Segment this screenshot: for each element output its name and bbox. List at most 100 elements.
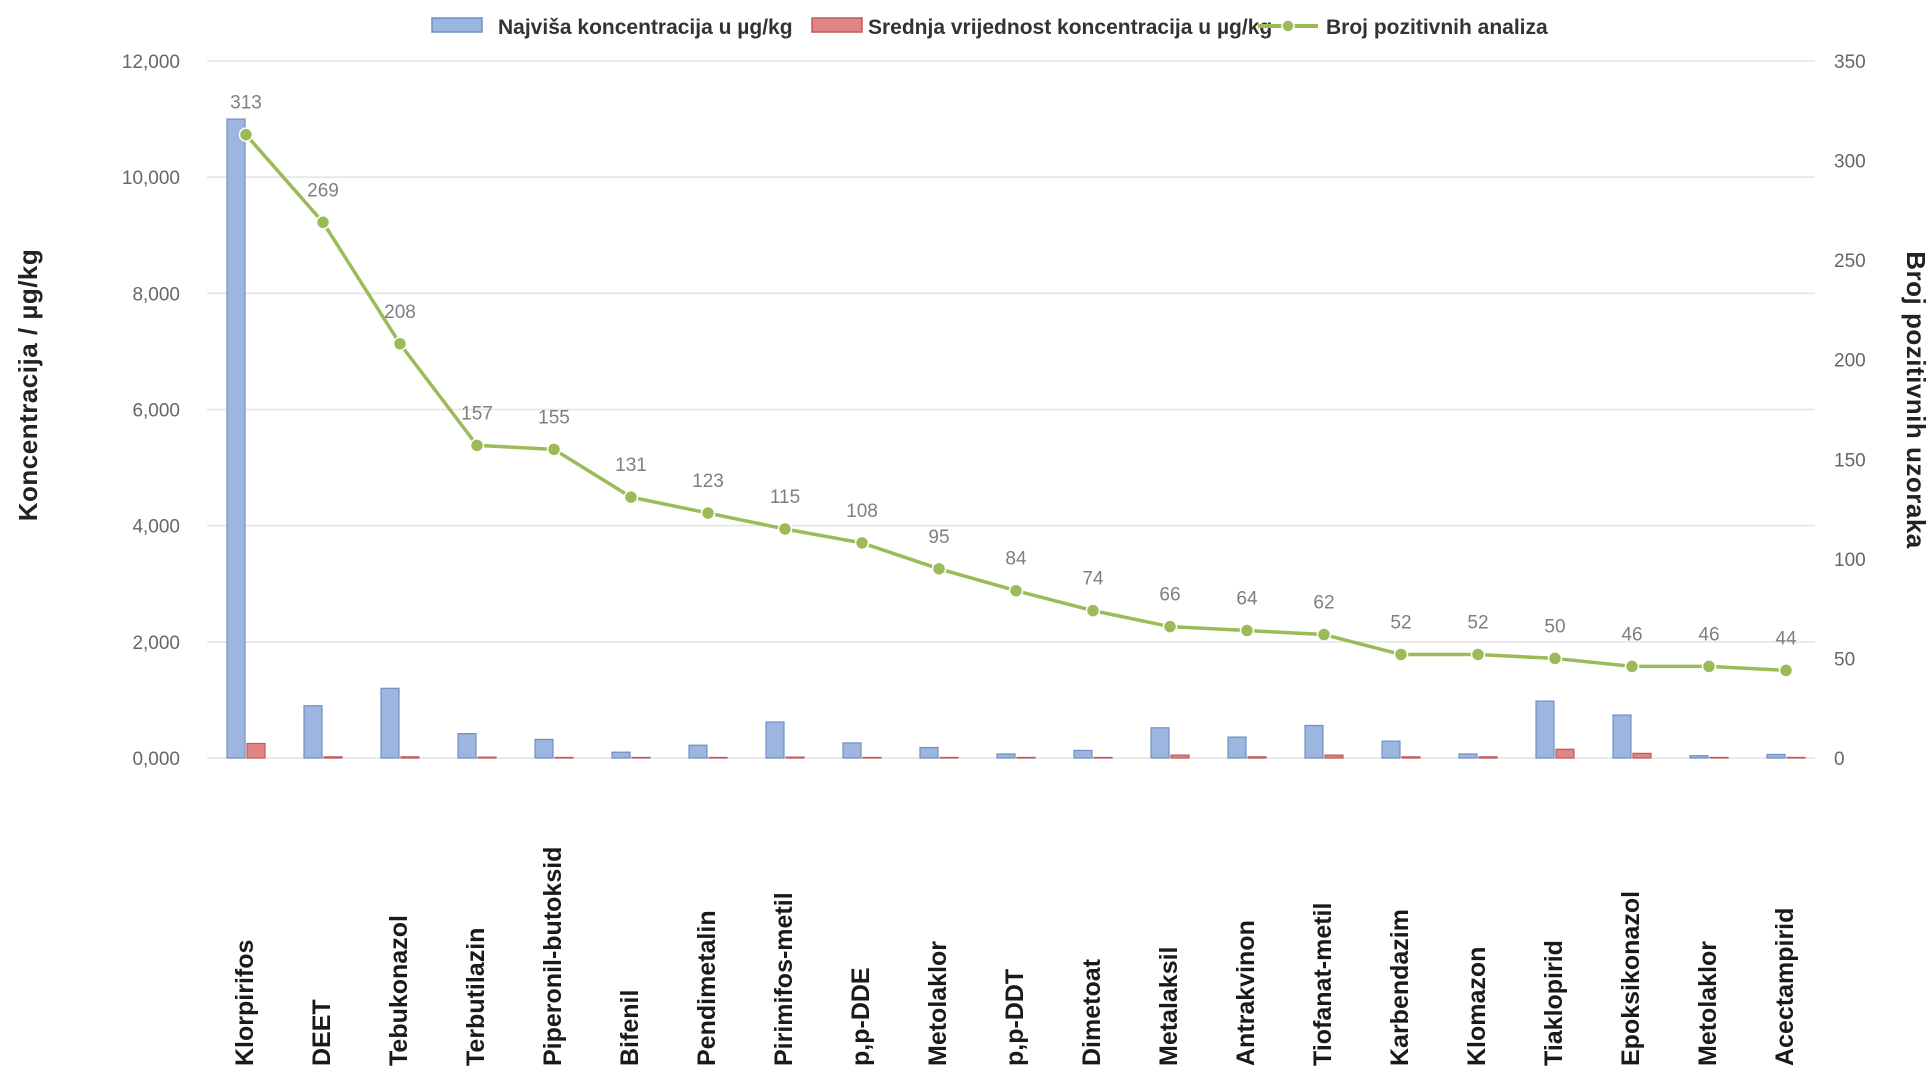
bars (226, 118, 1806, 759)
legend-swatch-mean (811, 17, 863, 33)
data-label: 52 (1467, 612, 1488, 633)
data-label: 269 (307, 180, 339, 201)
data-label: 46 (1698, 624, 1719, 645)
bar-mean (1555, 748, 1575, 759)
y2-tick-label: 100 (1834, 550, 1866, 571)
bar-mean (1786, 756, 1806, 759)
data-labels: 313 269 208 157 155 131 123 115 108 95 84 74 66 64 62 5… (230, 93, 1797, 650)
line-point (1239, 623, 1255, 638)
axes: 0,000 2,000 4,000 6,000 8,000 10,000 12,000 0 50… (122, 52, 1866, 1066)
bar-mean (323, 756, 343, 759)
x-tick-label: Metolaklor (924, 941, 952, 1066)
bar-mean (785, 756, 805, 759)
bar-max (1150, 727, 1170, 759)
y-tick-label: 4,000 (132, 517, 180, 538)
bar-max (611, 751, 631, 759)
bar-max (1766, 753, 1786, 759)
line-point (1393, 647, 1409, 662)
line-point (315, 215, 331, 230)
y2-tick-label: 250 (1834, 251, 1866, 272)
bar-max (919, 746, 939, 759)
data-label: 84 (1005, 549, 1027, 570)
data-label: 157 (461, 403, 493, 424)
bar-mean (1324, 754, 1344, 759)
line-point (238, 127, 254, 142)
bar-mean (1632, 752, 1652, 759)
x-tick-label: Piperonil-butoksid (539, 847, 567, 1066)
x-tick-label: p,p-DDE (847, 967, 875, 1066)
line-point (854, 535, 870, 551)
x-tick-label: Antrakvinon (1232, 920, 1260, 1066)
data-label: 50 (1544, 616, 1565, 637)
bar-mean (554, 756, 574, 759)
data-label: 155 (538, 407, 570, 428)
bar-mean (1016, 756, 1036, 759)
data-label: 46 (1621, 624, 1642, 645)
bar-max (226, 118, 246, 759)
bar-max (1612, 714, 1632, 759)
bar-max (1458, 753, 1478, 759)
line-point (623, 489, 639, 505)
line-point (700, 505, 716, 521)
y2-tick-label: 200 (1834, 351, 1866, 372)
x-tick-label: Terbutilazin (462, 928, 490, 1066)
line-series (238, 127, 1794, 678)
line-point (392, 336, 408, 352)
gridlines (207, 60, 1815, 759)
bar-max (534, 738, 554, 759)
legend: Najviša koncentracija u µg/kg Srednja vr… (431, 16, 1548, 39)
line-point (1085, 603, 1101, 618)
bar-mean (708, 756, 728, 759)
line-point (1008, 583, 1024, 598)
line-point (469, 438, 485, 453)
bar-mean (1401, 756, 1421, 759)
x-tick-label: Klorpirifos (231, 940, 259, 1066)
bar-max (1227, 736, 1247, 759)
data-label: 64 (1236, 589, 1258, 610)
data-label: 131 (615, 455, 647, 476)
line-point (931, 561, 947, 577)
y-tick-label: 0,000 (132, 749, 180, 770)
legend-label-mean: Srednja vrijednost koncentracija u µg/kg (868, 16, 1272, 39)
x-tick-label: Tebukonazol (385, 915, 413, 1066)
line-point (1162, 619, 1178, 634)
bar-mean (1709, 756, 1729, 759)
data-label: 66 (1159, 585, 1180, 606)
bar-max (1535, 700, 1555, 759)
bar-max (303, 705, 323, 759)
y2-tick-label: 350 (1834, 52, 1866, 73)
bar-max (457, 733, 477, 759)
bar-max (1304, 724, 1324, 759)
data-label: 95 (928, 527, 949, 548)
x-tick-label: Klomazon (1463, 947, 1491, 1066)
data-label: 313 (230, 93, 262, 114)
line-point (1316, 627, 1332, 642)
bar-mean (400, 756, 420, 759)
bar-max (1381, 740, 1401, 759)
x-tick-label: Pendimetalin (693, 910, 721, 1066)
bar-max (996, 753, 1016, 759)
x-tick-label: Epoksikonazol (1617, 891, 1645, 1066)
y2-axis-title: Broj pozitivnih uzoraka (1901, 251, 1931, 549)
data-label: 108 (846, 501, 878, 522)
bar-max (1073, 749, 1093, 759)
line-point (546, 442, 562, 457)
bar-mean (1093, 756, 1113, 759)
data-label: 208 (384, 302, 416, 323)
data-label: 52 (1390, 612, 1411, 633)
x-tick-label: Metalaksil (1155, 946, 1183, 1066)
x-tick-label: Pirimifos-metil (770, 892, 798, 1066)
y-tick-label: 10,000 (122, 168, 180, 189)
legend-marker-count (1281, 19, 1295, 33)
x-tick-label: Bifenil (616, 990, 644, 1066)
y-tick-label: 2,000 (132, 633, 180, 654)
line-point (1701, 659, 1717, 674)
y-tick-label: 12,000 (122, 52, 180, 73)
bar-max (1689, 755, 1709, 759)
data-label: 123 (692, 471, 724, 492)
y-axis-title: Koncentracija / µg/kg (13, 249, 43, 522)
bar-mean (477, 756, 497, 759)
line-point (1624, 659, 1640, 674)
y-tick-label: 6,000 (132, 401, 180, 422)
x-tick-label: Acectampirid (1771, 908, 1799, 1066)
